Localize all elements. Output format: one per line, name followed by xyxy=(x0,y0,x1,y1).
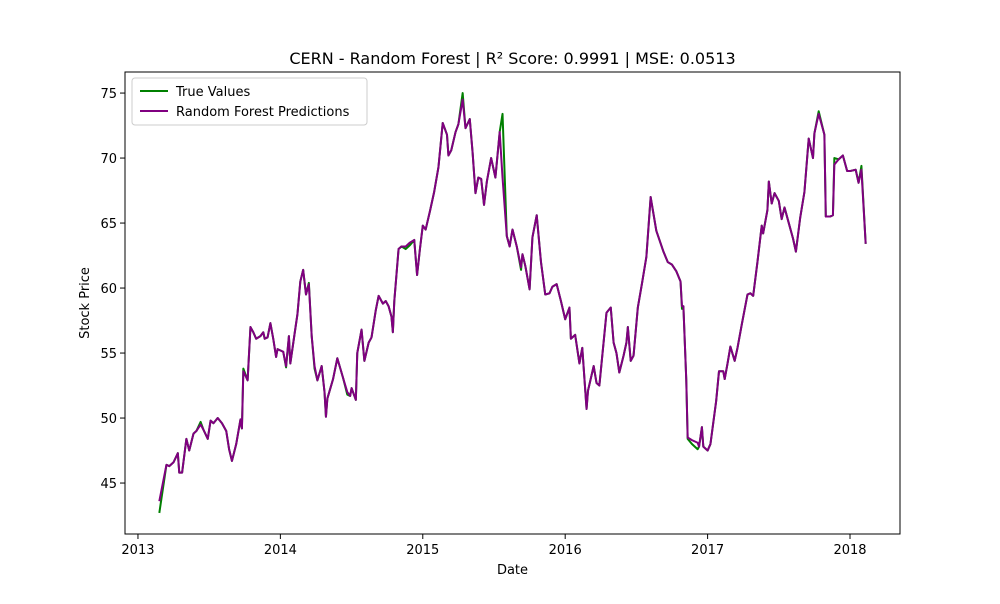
x-tick-label: 2015 xyxy=(406,543,439,558)
y-tick-label: 70 xyxy=(100,152,117,167)
data-line xyxy=(158,98,867,502)
x-tick-label: 2017 xyxy=(691,543,724,558)
y-axis-label: Stock Price xyxy=(78,267,93,339)
chart-title: CERN - Random Forest | R² Score: 0.9991 … xyxy=(289,49,735,68)
x-tick-label: 2014 xyxy=(264,543,297,558)
x-tick-label: 2016 xyxy=(549,543,582,558)
x-axis-label: Date xyxy=(497,563,528,578)
y-tick-label: 65 xyxy=(100,217,117,232)
y-tick-label: 60 xyxy=(100,282,117,297)
plot-frame xyxy=(124,71,901,535)
y-tick-label: 55 xyxy=(100,347,117,362)
x-tick-label: 2013 xyxy=(121,543,154,558)
legend-box xyxy=(131,77,368,126)
legend-label: Random Forest Predictions xyxy=(176,105,350,120)
x-tick-label: 2018 xyxy=(833,543,866,558)
y-tick-label: 45 xyxy=(100,477,117,492)
y-tick-label: 50 xyxy=(100,412,117,427)
y-tick-label: 75 xyxy=(100,87,117,102)
legend-label: True Values xyxy=(175,85,250,100)
